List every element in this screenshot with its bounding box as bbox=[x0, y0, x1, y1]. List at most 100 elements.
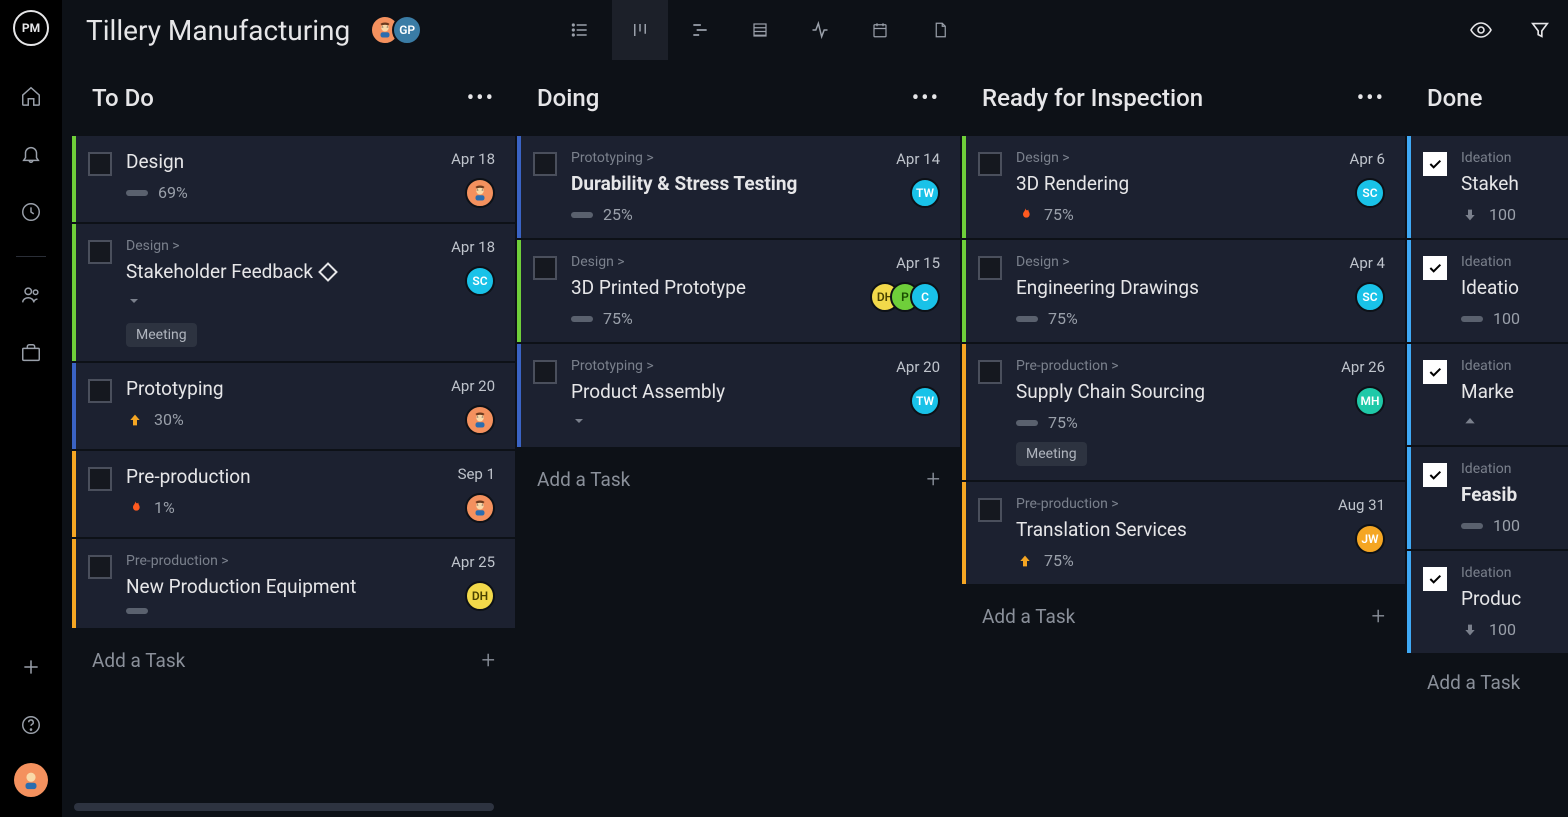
task-card[interactable]: Design 69% Apr 18 bbox=[72, 136, 515, 222]
view-tab-list[interactable] bbox=[552, 0, 608, 60]
task-tag[interactable]: Meeting bbox=[126, 323, 197, 347]
task-card[interactable]: Design > Stakeholder Feedback Meeting Ap… bbox=[72, 224, 515, 361]
visibility-icon[interactable] bbox=[1469, 18, 1493, 42]
task-card[interactable]: Pre-production > Translation Services 75… bbox=[962, 482, 1405, 584]
view-tab-activity[interactable] bbox=[792, 0, 848, 60]
task-checkbox[interactable] bbox=[978, 498, 1002, 522]
task-checkbox[interactable] bbox=[88, 152, 112, 176]
task-parent[interactable]: Design > bbox=[571, 254, 860, 270]
task-parent[interactable]: Prototyping > bbox=[571, 150, 886, 166]
task-parent[interactable]: Ideation bbox=[1461, 150, 1553, 166]
task-checkbox[interactable] bbox=[533, 360, 557, 384]
task-checkbox[interactable] bbox=[978, 152, 1002, 176]
task-checkbox[interactable] bbox=[88, 240, 112, 264]
nav-team-icon[interactable] bbox=[11, 275, 51, 315]
task-parent[interactable]: Design > bbox=[1016, 254, 1340, 270]
nav-help-icon[interactable] bbox=[11, 705, 51, 745]
task-card[interactable]: Ideation Produc 100 bbox=[1407, 551, 1568, 653]
avatar[interactable]: SC bbox=[1355, 282, 1385, 312]
task-tag[interactable]: Meeting bbox=[1016, 442, 1087, 466]
add-task-button[interactable]: Add a Task + bbox=[72, 630, 515, 690]
avatar[interactable] bbox=[465, 493, 495, 523]
add-task-button[interactable]: Add a Task bbox=[1407, 655, 1568, 710]
nav-user-avatar[interactable] bbox=[14, 763, 48, 797]
task-parent[interactable]: Ideation bbox=[1461, 565, 1553, 581]
task-card[interactable]: Pre-production 1% Sep 1 bbox=[72, 451, 515, 537]
task-card[interactable]: Ideation Ideatio 100 bbox=[1407, 240, 1568, 342]
task-checkbox[interactable] bbox=[533, 256, 557, 280]
view-tab-calendar[interactable] bbox=[852, 0, 908, 60]
task-assignees[interactable]: SC bbox=[1355, 178, 1385, 208]
add-task-button[interactable]: Add a Task + bbox=[962, 586, 1405, 646]
task-parent[interactable]: Ideation bbox=[1461, 254, 1553, 270]
task-assignees[interactable]: MH bbox=[1355, 386, 1385, 416]
task-checkbox[interactable] bbox=[1423, 567, 1447, 591]
task-parent[interactable]: Pre-production > bbox=[126, 553, 441, 569]
column-menu-icon[interactable]: ••• bbox=[912, 86, 940, 111]
expand-icon[interactable] bbox=[571, 413, 886, 433]
task-checkbox[interactable] bbox=[88, 555, 112, 579]
column-menu-icon[interactable]: ••• bbox=[467, 86, 495, 111]
task-assignees[interactable]: SC bbox=[1355, 282, 1385, 312]
nav-recent-icon[interactable] bbox=[11, 192, 51, 232]
task-checkbox[interactable] bbox=[978, 360, 1002, 384]
task-card[interactable]: Design > 3D Printed Prototype 75% Apr 15… bbox=[517, 240, 960, 342]
avatar[interactable]: DH bbox=[465, 581, 495, 611]
task-checkbox[interactable] bbox=[1423, 463, 1447, 487]
task-checkbox[interactable] bbox=[1423, 360, 1447, 384]
task-parent[interactable]: Pre-production > bbox=[1016, 358, 1331, 374]
task-parent[interactable]: Ideation bbox=[1461, 358, 1553, 374]
avatar[interactable]: MH bbox=[1355, 386, 1385, 416]
avatar[interactable] bbox=[465, 178, 495, 208]
avatar[interactable] bbox=[465, 405, 495, 435]
task-card[interactable]: Ideation Stakeh 100 bbox=[1407, 136, 1568, 238]
nav-portfolio-icon[interactable] bbox=[11, 333, 51, 373]
task-assignees[interactable] bbox=[465, 493, 495, 523]
task-checkbox[interactable] bbox=[88, 379, 112, 403]
avatar[interactable]: SC bbox=[465, 266, 495, 296]
task-assignees[interactable] bbox=[465, 178, 495, 208]
task-assignees[interactable]: TW bbox=[910, 178, 940, 208]
task-parent[interactable]: Design > bbox=[1016, 150, 1340, 166]
nav-notifications-icon[interactable] bbox=[11, 134, 51, 174]
task-card[interactable]: Ideation Feasib 100 bbox=[1407, 447, 1568, 549]
horizontal-scrollbar[interactable] bbox=[74, 803, 1563, 811]
view-tab-board[interactable] bbox=[612, 0, 668, 60]
task-parent[interactable]: Ideation bbox=[1461, 461, 1553, 477]
task-checkbox[interactable] bbox=[1423, 256, 1447, 280]
task-card[interactable]: Pre-production > Supply Chain Sourcing 7… bbox=[962, 344, 1405, 480]
task-checkbox[interactable] bbox=[533, 152, 557, 176]
nav-home-icon[interactable] bbox=[11, 76, 51, 116]
add-task-button[interactable]: Add a Task + bbox=[517, 449, 960, 509]
avatar[interactable]: JW bbox=[1355, 524, 1385, 554]
task-assignees[interactable]: DHPC bbox=[870, 282, 940, 312]
task-card[interactable]: Pre-production > New Production Equipmen… bbox=[72, 539, 515, 628]
task-card[interactable]: Prototyping > Product Assembly Apr 20 TW bbox=[517, 344, 960, 447]
task-checkbox[interactable] bbox=[1423, 152, 1447, 176]
avatar[interactable]: GP bbox=[392, 15, 422, 45]
avatar[interactable]: TW bbox=[910, 386, 940, 416]
view-tab-gantt[interactable] bbox=[672, 0, 728, 60]
task-assignees[interactable]: SC bbox=[465, 266, 495, 296]
task-assignees[interactable]: JW bbox=[1355, 524, 1385, 554]
expand-icon[interactable] bbox=[126, 293, 441, 313]
task-assignees[interactable]: DH bbox=[465, 581, 495, 611]
task-checkbox[interactable] bbox=[978, 256, 1002, 280]
task-card[interactable]: Prototyping > Durability & Stress Testin… bbox=[517, 136, 960, 238]
task-assignees[interactable]: TW bbox=[910, 386, 940, 416]
view-tab-file[interactable] bbox=[912, 0, 968, 60]
task-card[interactable]: Design > Engineering Drawings 75% Apr 4 … bbox=[962, 240, 1405, 342]
task-card[interactable]: Ideation Marke bbox=[1407, 344, 1568, 445]
filter-icon[interactable] bbox=[1529, 18, 1551, 42]
avatar[interactable]: C bbox=[910, 282, 940, 312]
nav-add-icon[interactable] bbox=[11, 647, 51, 687]
project-members[interactable]: GP bbox=[370, 15, 422, 45]
column-menu-icon[interactable]: ••• bbox=[1357, 86, 1385, 111]
task-parent[interactable]: Prototyping > bbox=[571, 358, 886, 374]
task-parent[interactable]: Design > bbox=[126, 238, 441, 254]
task-parent[interactable]: Pre-production > bbox=[1016, 496, 1328, 512]
task-card[interactable]: Prototyping 30% Apr 20 bbox=[72, 363, 515, 449]
task-checkbox[interactable] bbox=[88, 467, 112, 491]
app-logo[interactable]: PM bbox=[13, 10, 49, 46]
avatar[interactable]: SC bbox=[1355, 178, 1385, 208]
